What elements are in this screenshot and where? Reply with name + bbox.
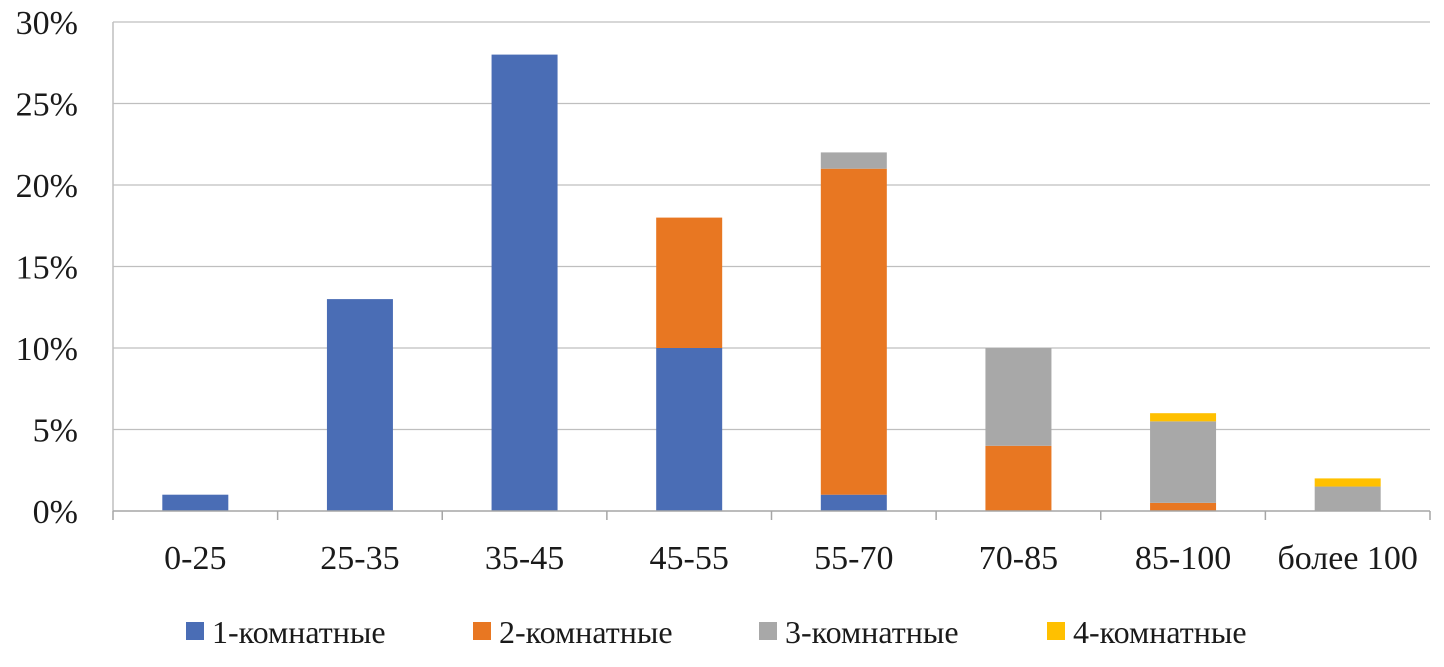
y-tick-label: 0% <box>33 494 78 531</box>
bar-segment <box>491 54 558 511</box>
axes: 0% 5% 10% 15% 20% 25% 30% 0-25 25-35 35-45 45-55 55… <box>16 5 1431 577</box>
bar-segment <box>1314 478 1381 487</box>
legend-label: 4-комнатные <box>1073 614 1247 650</box>
bar-segment <box>1314 486 1381 511</box>
bar-segment <box>985 445 1052 511</box>
x-tick-label: 35-45 <box>485 540 564 577</box>
bar-segment <box>326 299 393 511</box>
x-tick-label: 85-100 <box>1135 540 1231 577</box>
bar-segment <box>1150 413 1217 422</box>
y-tick-label: 10% <box>16 331 78 368</box>
bar-segment <box>162 494 229 511</box>
legend: 1-комнатные 2-комнатные 3-комнатные 4-комна… <box>186 614 1247 650</box>
bars <box>162 54 1381 511</box>
x-tick-label: 55-70 <box>814 540 893 577</box>
legend-label: 2-комнатные <box>499 614 673 650</box>
legend-swatch <box>473 622 491 640</box>
bar-segment <box>985 348 1052 446</box>
legend-label: 1-комнатные <box>212 614 386 650</box>
bar-segment <box>656 348 723 511</box>
x-tick-label: 0-25 <box>164 540 226 577</box>
x-tick-label: 45-55 <box>650 540 729 577</box>
bar-segment <box>1150 421 1217 503</box>
y-tick-label: 30% <box>16 5 78 42</box>
bar-segment <box>820 494 887 511</box>
legend-label: 3-комнатные <box>785 614 959 650</box>
y-tick-label: 15% <box>16 250 78 287</box>
bar-segment <box>1150 502 1217 511</box>
x-tick-label: 70-85 <box>979 540 1058 577</box>
y-tick-label: 5% <box>33 413 78 450</box>
y-tick-label: 25% <box>16 87 78 124</box>
y-tick-label: 20% <box>16 168 78 205</box>
bar-segment <box>656 217 723 348</box>
bar-segment <box>820 152 887 169</box>
x-tick-label: 25-35 <box>320 540 399 577</box>
legend-swatch <box>186 622 204 640</box>
legend-swatch <box>759 622 777 640</box>
gridlines <box>113 21 1430 431</box>
bar-segment <box>820 168 887 495</box>
legend-swatch <box>1047 622 1065 640</box>
x-tick-label: более 100 <box>1277 540 1418 577</box>
